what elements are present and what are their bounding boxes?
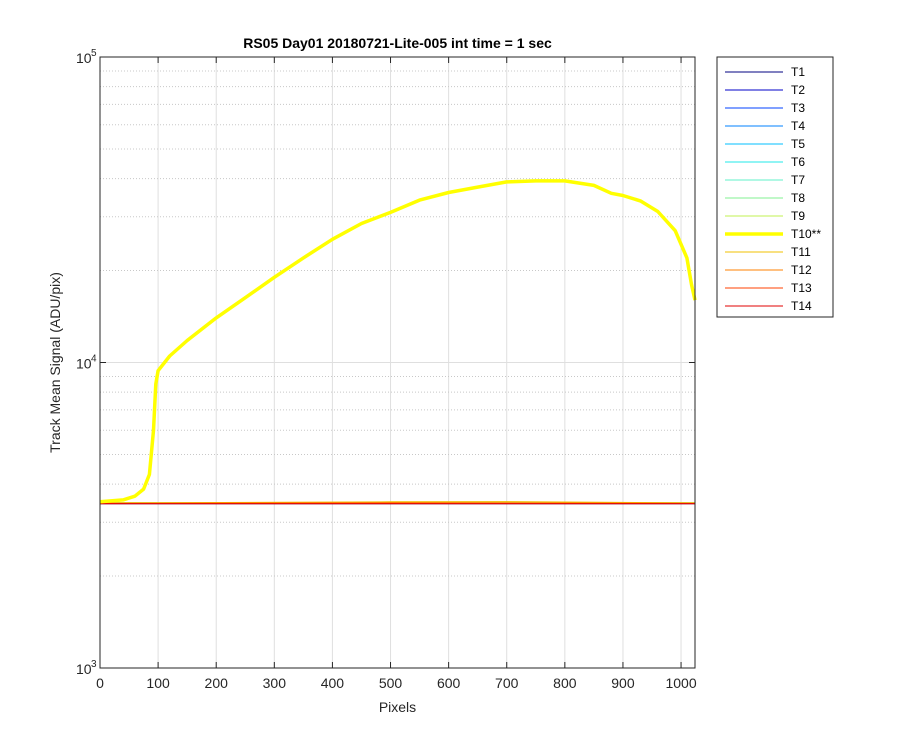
- series-lines: [99, 179, 697, 505]
- legend-label: T3: [791, 101, 805, 115]
- legend-label: T10**: [791, 227, 821, 241]
- x-tick-label: 600: [437, 675, 461, 691]
- x-tick-label: 100: [146, 675, 170, 691]
- legend-label: T2: [791, 83, 805, 97]
- y-axis-label: Track Mean Signal (ADU/pix): [47, 272, 63, 453]
- legend-label: T9: [791, 209, 805, 223]
- x-tick-label: 1000: [665, 675, 696, 691]
- x-tick-label: 500: [379, 675, 403, 691]
- legend-label: T11: [791, 245, 811, 259]
- x-tick-label: 800: [553, 675, 577, 691]
- y-tick-label: 10: [76, 661, 92, 677]
- legend-label: T4: [791, 119, 805, 133]
- x-tick-label: 300: [263, 675, 287, 691]
- y-tick-label: 10: [76, 356, 92, 372]
- legend-box: [716, 56, 834, 318]
- legend-label: T12: [791, 263, 812, 277]
- x-axis-label: Pixels: [379, 699, 416, 715]
- x-tick-label: 900: [611, 675, 635, 691]
- legend-label: T1: [791, 65, 805, 79]
- x-tick-label: 0: [96, 675, 104, 691]
- x-tick-label: 200: [205, 675, 229, 691]
- legend: T1 T2 T3 T4 T5 T6 T7 T8 T9 T10** T11 T12 T13 T14: [716, 56, 834, 318]
- legend-label: T8: [791, 191, 805, 205]
- chart-title: RS05 Day01 20180721-Lite-005 int time = …: [243, 35, 552, 51]
- legend-label: T14: [791, 299, 812, 313]
- x-tick-label: 700: [495, 675, 519, 691]
- legend-label: T7: [791, 173, 805, 187]
- y-tick-exponent: 3: [91, 659, 97, 670]
- x-tick-label: 400: [321, 675, 345, 691]
- y-tick-exponent: 5: [91, 48, 97, 59]
- legend-label: T6: [791, 155, 805, 169]
- legend-label: T5: [791, 137, 805, 151]
- y-tick-exponent: 4: [91, 354, 97, 365]
- y-tick-label: 10: [76, 50, 92, 66]
- legend-label: T13: [791, 281, 812, 295]
- series-line-t10: [99, 179, 697, 504]
